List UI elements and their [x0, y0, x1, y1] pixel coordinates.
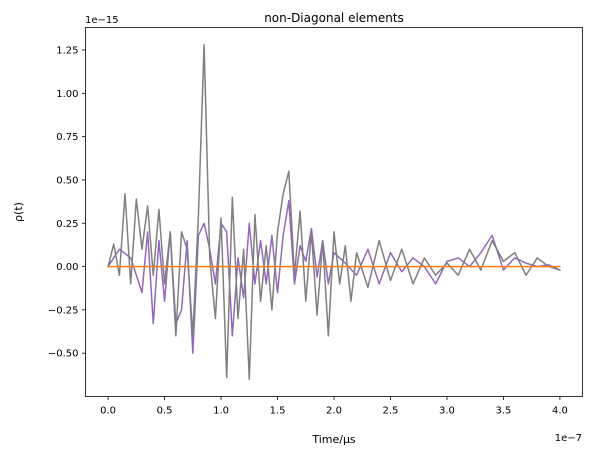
x-tick-label: 2.5 — [383, 406, 399, 417]
plot-frame — [85, 27, 583, 397]
y-axis: −0.50 −0.25 0.00 0.25 0.50 0.75 1.00 1.25 — [48, 46, 86, 360]
x-tick-label: 2.0 — [326, 406, 342, 417]
y-tick-label: 0.00 — [56, 262, 78, 273]
y-axis-label: ρ(t) — [12, 202, 25, 222]
x-axis: 0.0 0.5 1.0 1.5 2.0 2.5 3.0 3.5 4.0 — [100, 396, 568, 417]
y-tick-label: 0.25 — [56, 219, 78, 230]
x-tick-label: 3.0 — [439, 406, 455, 417]
series-line-2 — [107, 44, 561, 380]
x-axis-label: Time/μs — [311, 433, 356, 446]
series-line-1 — [107, 199, 561, 354]
x-tick-label: 1.5 — [270, 406, 286, 417]
y-tick-label: 1.25 — [56, 46, 78, 57]
y-tick-label: 0.75 — [56, 132, 78, 143]
x-tick-label: 4.0 — [552, 406, 568, 417]
x-offset-label: 1e−7 — [555, 433, 582, 444]
y-tick-label: 1.00 — [56, 89, 78, 100]
y-tick-label: −0.25 — [48, 305, 79, 316]
y-tick-label: 0.50 — [56, 175, 78, 186]
x-tick-label: 3.5 — [495, 406, 511, 417]
y-offset-label: 1e−15 — [85, 15, 119, 26]
x-tick-label: 1.0 — [213, 406, 229, 417]
x-tick-label: 0.0 — [100, 406, 116, 417]
series-layer — [107, 44, 561, 380]
y-tick-label: −0.50 — [48, 349, 79, 360]
x-tick-label: 0.5 — [157, 406, 173, 417]
chart-title: non-Diagonal elements — [264, 11, 404, 25]
